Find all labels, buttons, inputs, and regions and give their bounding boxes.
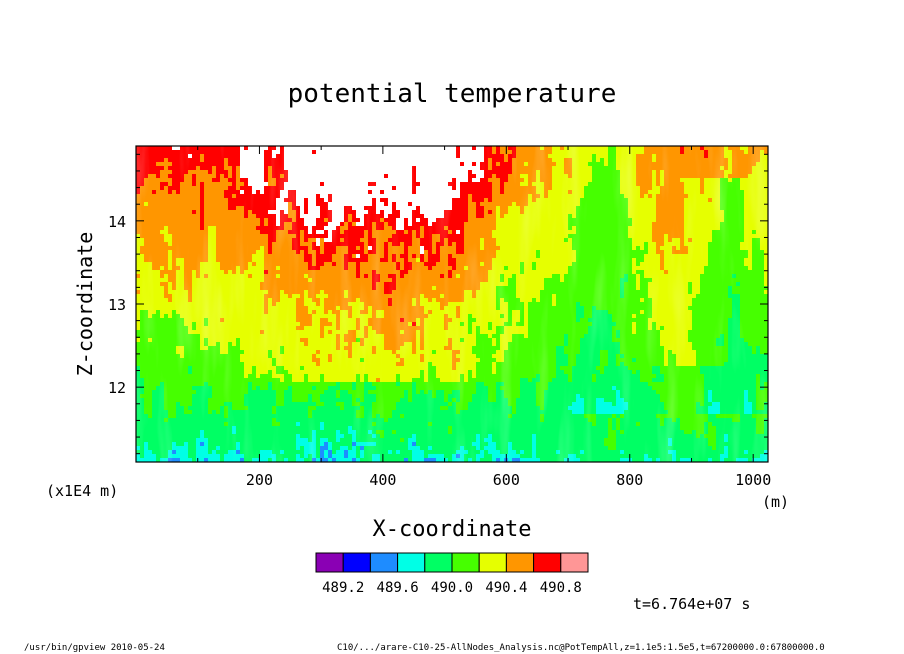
plot-area — [136, 146, 768, 462]
chart-title: potential temperature — [288, 79, 617, 109]
